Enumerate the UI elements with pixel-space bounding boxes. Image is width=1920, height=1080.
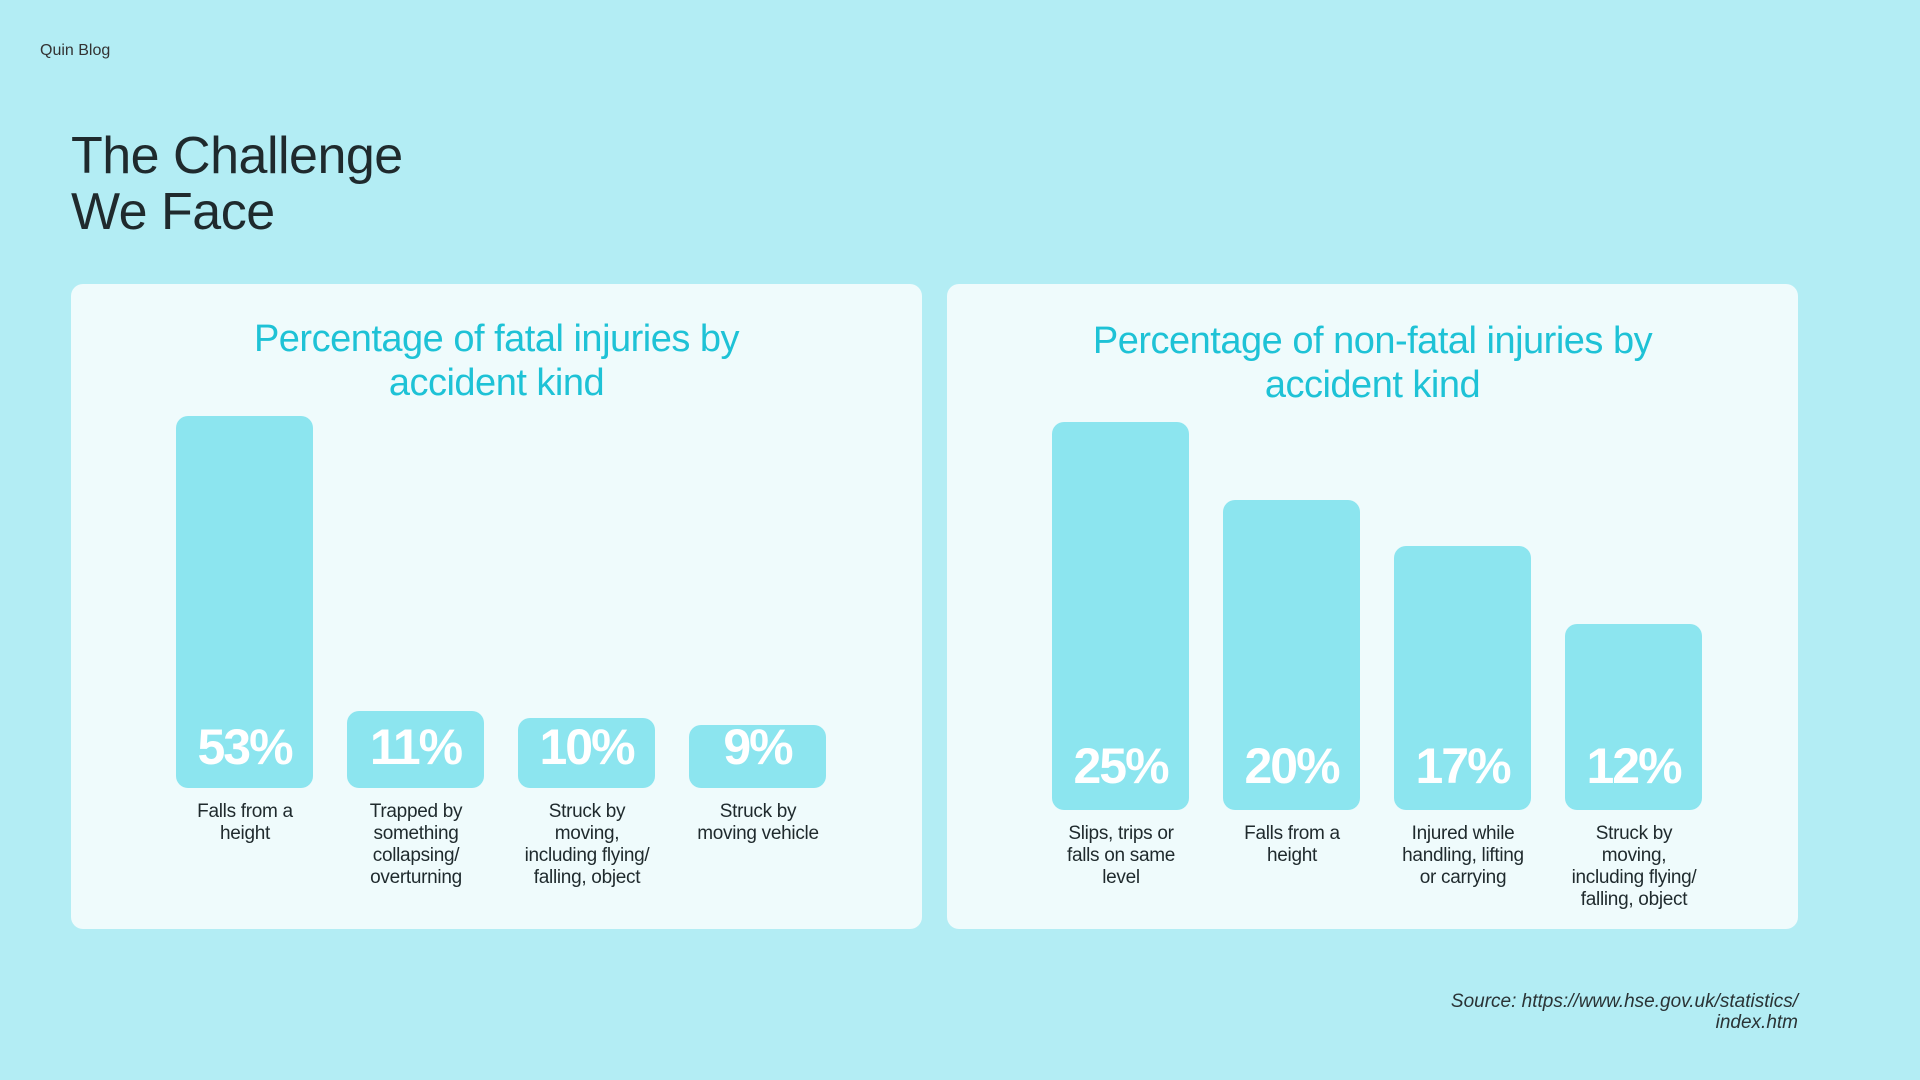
non-fatal-bar <box>1052 422 1189 810</box>
fatal-bar-label-line: something <box>373 823 459 844</box>
non-fatal-bar-label-line: height <box>1267 845 1317 866</box>
fatal-bar-label-line: Struck by <box>548 801 626 822</box>
fatal-injuries-chart: Percentage of fatal injuries by accident… <box>71 284 922 929</box>
fatal-bar-label: Struck by moving vehicle <box>683 801 833 845</box>
non-fatal-bar <box>1223 499 1360 810</box>
non-fatal-bar-label-line: or carrying <box>1419 867 1507 888</box>
non-fatal-bar-value: 12% <box>1586 738 1682 794</box>
source-line: Source: https://www.hse.gov.uk/statistic… <box>1450 991 1798 1012</box>
non-fatal-bar <box>1565 623 1702 810</box>
fatal-bar <box>689 724 826 788</box>
fatal-bar-label-line: moving, <box>554 823 620 844</box>
fatal-bar-value: 53% <box>197 719 293 775</box>
fatal-bar-label: Struck by moving, including flying/falling… <box>512 801 662 889</box>
non-fatal-bar-label-line: falling, object <box>1580 889 1688 910</box>
page-title: The Challenge We Face <box>71 127 403 241</box>
non-fatal-bar-label-line: level <box>1102 867 1140 888</box>
fatal-bar-label-line: falling, object <box>533 867 641 888</box>
non-fatal-bar-value: 17% <box>1415 738 1511 794</box>
non-fatal-bar-label-line: handling, lifting <box>1402 845 1524 866</box>
fatal-bar-value: 11% <box>369 719 463 775</box>
fatal-bar-label-line: Trapped by <box>369 801 463 822</box>
non-fatal-bar-label-line: including flying/ <box>1571 867 1697 888</box>
non-fatal-bar-label: Injured while handling, lifting or carryin… <box>1388 823 1538 889</box>
non-fatal-chart-title-line: Percentage of non-fatal injuries by <box>1092 320 1653 362</box>
non-fatal-injuries-chart: Percentage of non-fatal injuries by acci… <box>947 284 1798 929</box>
non-fatal-bar-label-line: Falls from a <box>1244 823 1340 844</box>
fatal-bar-label-line: collapsing/ <box>372 845 460 866</box>
fatal-bar-label-line: Struck by <box>719 801 797 822</box>
fatal-chart-title-line: accident kind <box>388 362 605 404</box>
fatal-bar-label-line: height <box>220 823 270 844</box>
fatal-bar-label-line: Falls from a <box>197 801 293 822</box>
non-fatal-bar-label-line: falls on same <box>1066 845 1176 866</box>
non-fatal-chart-title: Percentage of non-fatal injuries by acci… <box>947 319 1798 407</box>
non-fatal-bar-value: 20% <box>1244 738 1340 794</box>
fatal-bar-label: Falls from a height <box>170 801 320 845</box>
fatal-bar-value: 9% <box>723 719 793 775</box>
non-fatal-bar-label-line: moving, <box>1601 845 1667 866</box>
non-fatal-bar-label: Falls from a height <box>1217 823 1367 867</box>
fatal-chart-title-line: Percentage of fatal injuries by <box>253 318 740 360</box>
fatal-chart-title: Percentage of fatal injuries by accident… <box>71 317 922 405</box>
non-fatal-bar-value: 25% <box>1073 738 1169 794</box>
brand-label: Quin Blog <box>40 42 111 59</box>
fatal-bar-label-line: including flying/ <box>524 845 650 866</box>
source-citation: Source: https://www.hse.gov.uk/statistic… <box>1451 991 1798 1033</box>
non-fatal-chart-title-line: accident kind <box>1264 364 1481 406</box>
non-fatal-bar-label-line: Slips, trips or <box>1068 823 1174 844</box>
fatal-bar <box>347 710 484 788</box>
non-fatal-bar-label-line: Injured while <box>1411 823 1515 844</box>
non-fatal-bar-label: Slips, trips or falls on same level <box>1046 823 1196 889</box>
fatal-bar-label-line: moving vehicle <box>697 823 819 844</box>
fatal-bar-value: 10% <box>539 719 635 775</box>
fatal-bar-label-line: overturning <box>370 867 462 888</box>
fatal-bar-label: Trapped by something collapsing/overturnin… <box>341 801 491 889</box>
non-fatal-bar-label: Struck by moving, including flying/falling… <box>1559 823 1709 911</box>
non-fatal-bar-label-line: Struck by <box>1595 823 1673 844</box>
non-fatal-bar <box>1394 546 1531 810</box>
fatal-bar <box>518 717 655 788</box>
fatal-bar <box>176 416 313 788</box>
source-line: index.htm <box>1715 1012 1798 1033</box>
